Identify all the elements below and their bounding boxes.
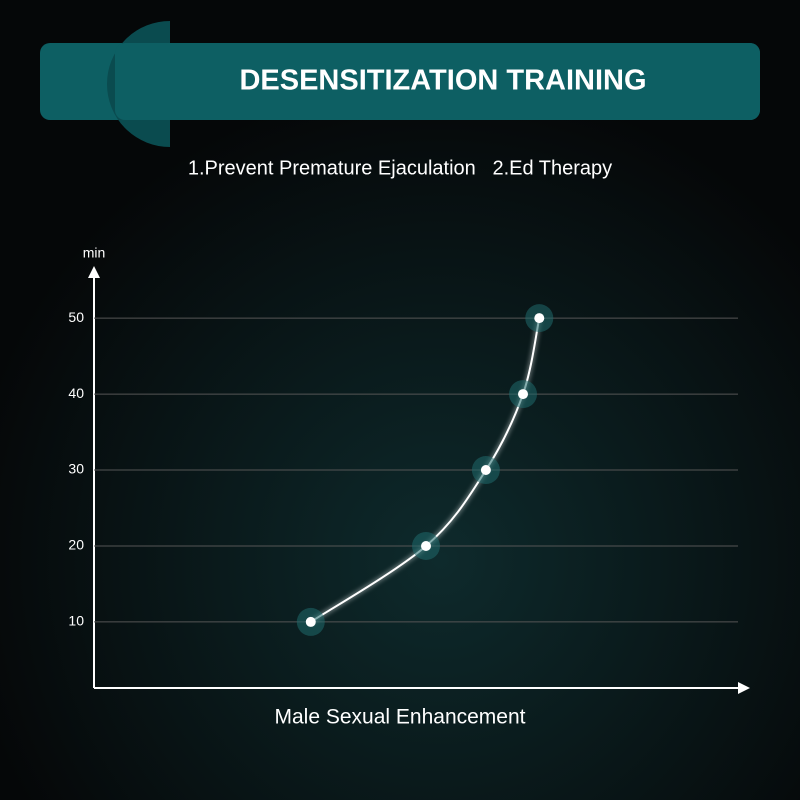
point [421, 540, 432, 551]
y-axis-arrow [88, 266, 100, 278]
x-axis-label: Male Sexual Enhancement [275, 706, 526, 729]
y-tick-label: 30 [68, 461, 84, 477]
point [480, 465, 491, 476]
point [305, 616, 316, 627]
point [518, 389, 529, 400]
y-tick-label: 10 [68, 613, 84, 629]
y-tick-label: 40 [68, 385, 84, 401]
y-tick-label: 20 [68, 537, 84, 553]
chart-title: DESENSITIZATION TRAINING [239, 65, 646, 97]
title-banner-front [115, 43, 760, 120]
x-axis-arrow [738, 682, 750, 694]
y-axis-label: min [83, 245, 106, 261]
subtitle: 1.Prevent Premature Ejaculation 2.Ed The… [188, 157, 612, 179]
point [534, 313, 545, 324]
y-tick-label: 50 [68, 309, 84, 325]
